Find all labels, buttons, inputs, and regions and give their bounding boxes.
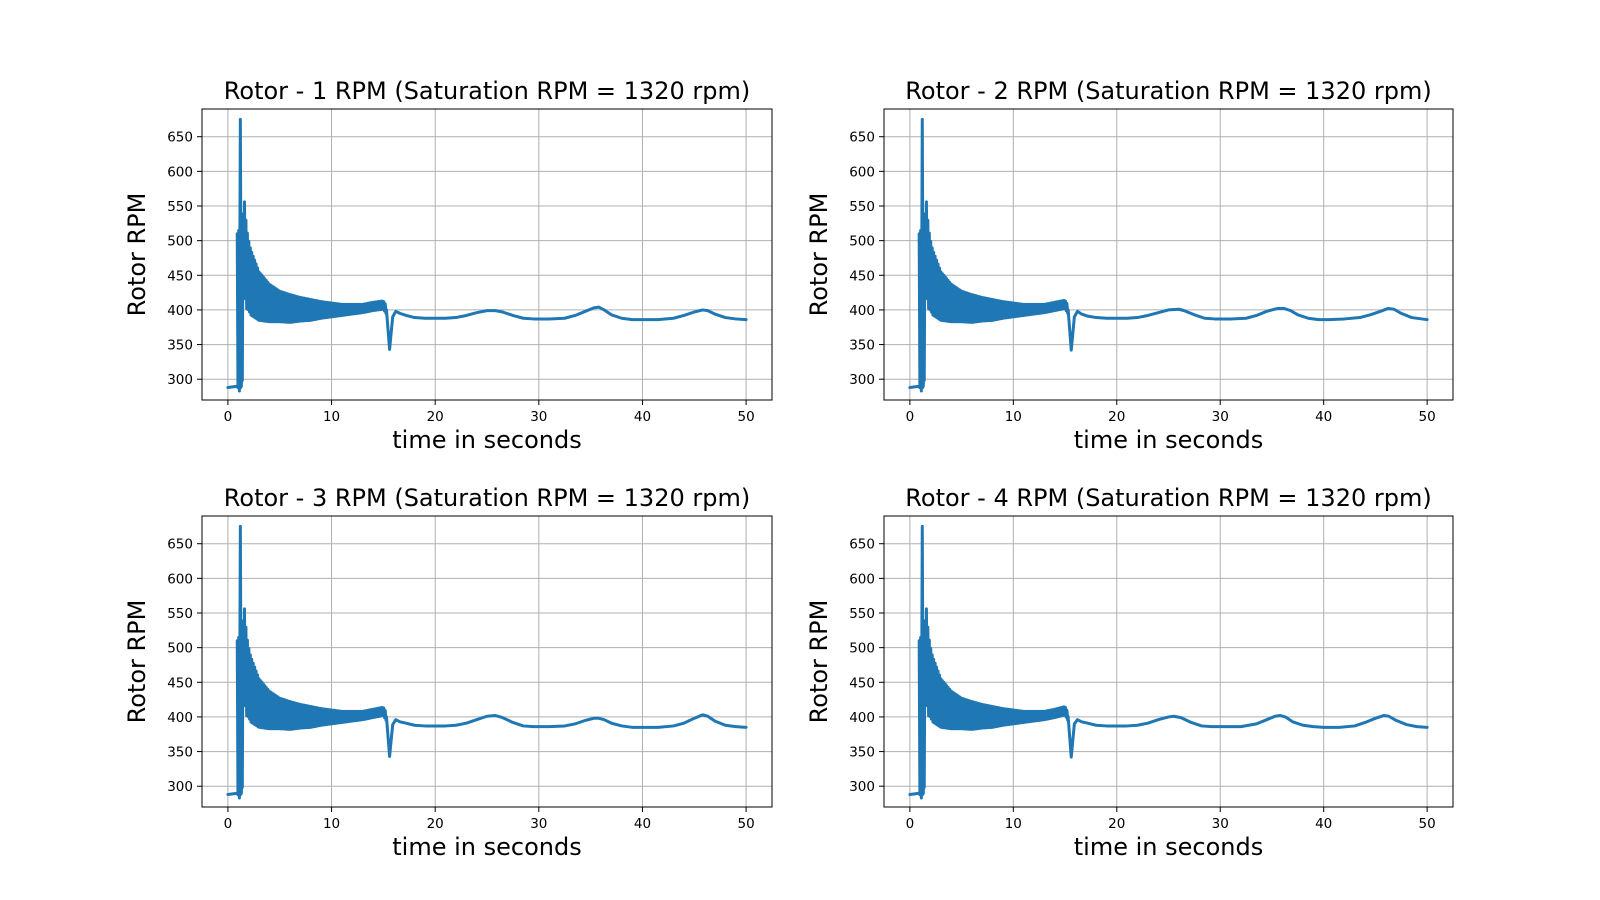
x-tick-label: 0: [906, 409, 915, 425]
y-tick-label: 550: [849, 606, 875, 622]
x-tick-label: 20: [427, 409, 444, 425]
x-tick-label: 50: [1419, 816, 1436, 832]
series-line: [908, 117, 1429, 390]
x-axis-label: time in seconds: [1074, 426, 1263, 454]
x-tick-label: 10: [323, 409, 340, 425]
y-tick-label: 300: [849, 779, 875, 795]
y-tick-label: 600: [167, 164, 193, 180]
x-tick-label: 10: [323, 816, 340, 832]
x-tick-label: 50: [737, 816, 754, 832]
x-tick-label: 30: [1212, 816, 1229, 832]
y-tick-label: 600: [849, 571, 875, 587]
x-tick-label: 10: [1005, 409, 1022, 425]
x-tick-label: 0: [224, 409, 233, 425]
y-tick-label: 650: [849, 537, 875, 553]
series-line: [908, 524, 1429, 797]
x-tick-label: 10: [1005, 816, 1022, 832]
y-tick-label: 400: [167, 710, 193, 726]
subplot-1: 0 10 20 30 40 50 300 350 400 450 500 550 600 650 Rotor…: [123, 77, 773, 454]
chart-title: Rotor - 2 RPM (Saturation RPM = 1320 rpm…: [905, 77, 1431, 105]
x-tick-label: 20: [427, 816, 444, 832]
y-axis-label: Rotor RPM: [123, 193, 151, 317]
y-tick-label: 600: [849, 164, 875, 180]
y-tick-label: 500: [849, 234, 875, 250]
x-axis-label: time in seconds: [1074, 833, 1263, 861]
y-tick-label: 350: [167, 338, 193, 354]
y-tick-label: 400: [849, 303, 875, 319]
x-axis-label: time in seconds: [392, 833, 581, 861]
x-tick-label: 20: [1108, 409, 1125, 425]
x-tick-label: 20: [1108, 816, 1125, 832]
chart-title: Rotor - 1 RPM (Saturation RPM = 1320 rpm…: [224, 77, 750, 105]
y-tick-label: 300: [167, 372, 193, 388]
y-tick-label: 350: [849, 338, 875, 354]
x-tick-label: 0: [906, 816, 915, 832]
x-tick-label: 40: [634, 816, 651, 832]
x-tick-label: 0: [224, 816, 233, 832]
chart-title: Rotor - 4 RPM (Saturation RPM = 1320 rpm…: [905, 484, 1431, 512]
x-axis-label: time in seconds: [392, 426, 581, 454]
y-tick-label: 300: [849, 372, 875, 388]
chart-title: Rotor - 3 RPM (Saturation RPM = 1320 rpm…: [224, 484, 750, 512]
y-tick-label: 650: [167, 537, 193, 553]
x-tick-label: 50: [1419, 409, 1436, 425]
x-tick-label: 40: [634, 409, 651, 425]
axes-frame: [883, 108, 1454, 401]
y-tick-label: 550: [167, 199, 193, 215]
y-tick-label: 500: [167, 641, 193, 657]
subplot-2: 0 10 20 30 40 50 300 350 400 450 500 550 600 650 Rotor…: [805, 77, 1454, 454]
y-tick-label: 450: [167, 675, 193, 691]
subplot-3: 0 10 20 30 40 50 300 350 400 450 500 550 600 650 Rotor…: [123, 484, 773, 861]
x-tick-label: 40: [1315, 816, 1332, 832]
axes-frame: [883, 515, 1454, 808]
x-tick-label: 50: [737, 409, 754, 425]
y-tick-label: 500: [167, 234, 193, 250]
y-tick-label: 550: [849, 199, 875, 215]
axes-frame: [201, 108, 773, 401]
y-tick-label: 600: [167, 571, 193, 587]
y-axis-label: Rotor RPM: [123, 600, 151, 724]
series-line: [226, 117, 748, 390]
x-tick-label: 30: [1212, 409, 1229, 425]
x-tick-label: 30: [530, 816, 547, 832]
y-tick-label: 350: [849, 745, 875, 761]
y-tick-label: 450: [849, 675, 875, 691]
x-tick-label: 30: [530, 409, 547, 425]
y-tick-label: 650: [167, 130, 193, 146]
y-tick-label: 500: [849, 641, 875, 657]
y-tick-label: 350: [167, 745, 193, 761]
y-tick-label: 300: [167, 779, 193, 795]
y-tick-label: 400: [849, 710, 875, 726]
subplot-4: 0 10 20 30 40 50 300 350 400 450 500 550 600 650 Rotor…: [805, 484, 1454, 861]
y-tick-label: 450: [167, 268, 193, 284]
y-axis-label: Rotor RPM: [805, 193, 833, 317]
y-tick-label: 550: [167, 606, 193, 622]
x-tick-label: 40: [1315, 409, 1332, 425]
y-tick-label: 450: [849, 268, 875, 284]
y-axis-label: Rotor RPM: [805, 600, 833, 724]
y-tick-label: 400: [167, 303, 193, 319]
axes-frame: [201, 515, 773, 808]
y-tick-label: 650: [849, 130, 875, 146]
series-line: [226, 524, 748, 797]
